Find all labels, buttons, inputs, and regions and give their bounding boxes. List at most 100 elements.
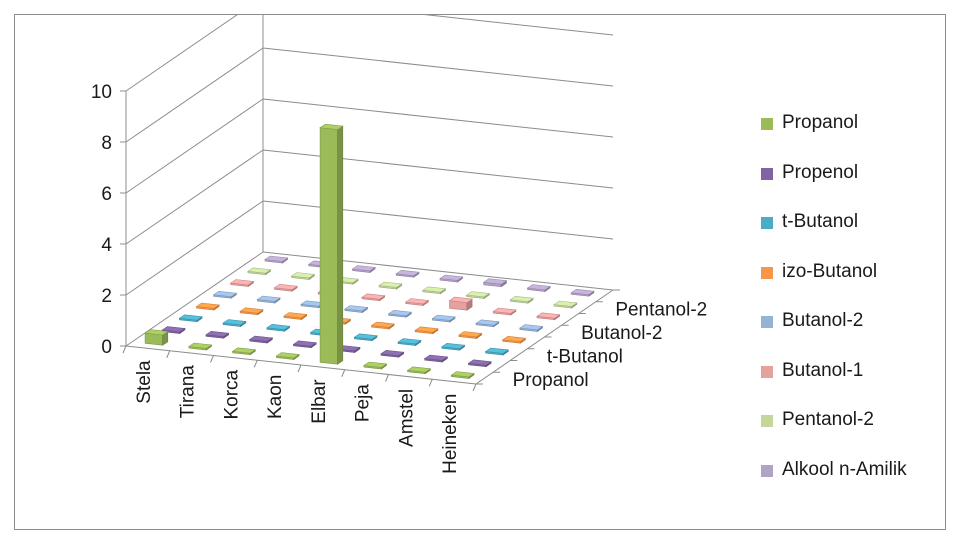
legend-swatch bbox=[761, 266, 773, 279]
bar-top-butanol-2 bbox=[475, 319, 500, 326]
bar-top-propenol bbox=[292, 340, 317, 347]
bar-top-alkool-n-amilik bbox=[351, 265, 376, 272]
gridline-side bbox=[125, 149, 264, 245]
bar-top-butanol-1 bbox=[273, 283, 298, 291]
x-tick-mark bbox=[122, 345, 127, 354]
depth-tick-label: t-Butanol bbox=[547, 347, 623, 368]
bar-top-butanol-2 bbox=[519, 324, 544, 331]
x-tick-label: Korca bbox=[221, 369, 242, 419]
gridline-back bbox=[262, 200, 614, 240]
bar-top-butanol-1 bbox=[448, 296, 473, 303]
depth-tick-label: Pentanol-2 bbox=[615, 300, 707, 321]
bar-top-izo-butanol bbox=[414, 326, 439, 333]
bar-top-propenol bbox=[161, 326, 186, 333]
chart-legend: Propanol Propenol t-Butanol izo-Butanol Buta… bbox=[761, 111, 960, 507]
legend-item: Propenol bbox=[761, 161, 960, 211]
legend-item: izo-Butanol bbox=[761, 260, 960, 310]
y-tick-label: 8 bbox=[101, 133, 112, 154]
chart-frame: 0 2 4 6 8 10 Stela Tirana Korca Kaon Elbar Peja Amst… bbox=[14, 14, 946, 530]
x-tick-mark bbox=[210, 355, 214, 363]
bar-top-pentanol-2 bbox=[422, 286, 447, 293]
depth-tick-label: Propanol bbox=[513, 370, 589, 391]
bar-top-alkool-n-amilik bbox=[264, 255, 289, 262]
legend-label: t-Butanol bbox=[782, 211, 859, 232]
y-tick-label: 10 bbox=[91, 82, 112, 103]
y-tick-label: 0 bbox=[101, 337, 112, 358]
x-tick-label: Peja bbox=[353, 384, 374, 422]
chart-plot-area: 0 2 4 6 8 10 Stela Tirana Korca Kaon Elbar Peja Amst… bbox=[91, 15, 707, 474]
x-tick-label: Heineken bbox=[440, 394, 461, 474]
bar-top-t-butanol bbox=[441, 342, 466, 350]
bar-top-propenol bbox=[423, 354, 449, 361]
bar-top-butanol-2 bbox=[256, 295, 281, 302]
bar-top-butanol-2 bbox=[431, 314, 456, 321]
gridline-back bbox=[262, 251, 614, 291]
bar-side-propanol bbox=[337, 125, 344, 365]
bar-top-alkool-n-amilik bbox=[395, 269, 420, 277]
bar-top-t-butanol bbox=[266, 323, 291, 331]
bar-top-t-butanol bbox=[353, 333, 378, 340]
legend-label: Pentanol-2 bbox=[782, 409, 874, 430]
gridline-side bbox=[125, 200, 264, 296]
legend-label: Butanol-2 bbox=[782, 310, 864, 331]
bar-top-butanol-1 bbox=[404, 298, 430, 305]
legend-item: Alkool n-Amilik bbox=[761, 458, 960, 508]
legend-swatch bbox=[761, 118, 773, 130]
bar-top-izo-butanol bbox=[370, 321, 395, 328]
bar-top-propanol bbox=[363, 361, 388, 368]
bar-top-pentanol-2 bbox=[290, 272, 316, 279]
legend-swatch bbox=[761, 415, 773, 427]
bar-top-pentanol-2 bbox=[247, 267, 272, 274]
gridline-side bbox=[125, 47, 264, 143]
bar-top-butanol-2 bbox=[344, 305, 369, 312]
bar-top-propanol bbox=[188, 342, 213, 349]
legend-item: Butanol-1 bbox=[761, 359, 960, 409]
bar-top-t-butanol bbox=[397, 338, 422, 345]
x-tick-mark bbox=[472, 383, 477, 392]
x-tick-mark bbox=[341, 369, 346, 377]
bar-top-izo-butanol bbox=[458, 331, 483, 338]
bar-top-butanol-1 bbox=[361, 293, 386, 300]
bar-top-propenol bbox=[248, 335, 274, 342]
bar-top-pentanol-2 bbox=[553, 300, 578, 307]
bar-top-butanol-1 bbox=[229, 279, 255, 286]
gridline-back bbox=[424, 15, 614, 36]
bar-top-t-butanol bbox=[222, 319, 247, 326]
depth-tick-label: Butanol-2 bbox=[581, 323, 662, 344]
bar-top-butanol-2 bbox=[387, 309, 413, 317]
x-tick-label: Elbar bbox=[309, 379, 330, 424]
x-tick-label: Tirana bbox=[178, 365, 199, 419]
bar-top-t-butanol bbox=[484, 347, 510, 354]
x-tick-mark bbox=[166, 350, 171, 358]
y-tick-label: 6 bbox=[101, 184, 112, 205]
bar-top-pentanol-2 bbox=[378, 281, 403, 288]
bar-top-propenol bbox=[205, 330, 230, 338]
legend-label: Propenol bbox=[782, 161, 859, 183]
legend-item: t-Butanol bbox=[761, 210, 960, 260]
x-tick-label: Stela bbox=[134, 360, 155, 404]
bar-top-alkool-n-amilik bbox=[570, 288, 595, 296]
bar-top-butanol-2 bbox=[212, 290, 238, 298]
side-wall bbox=[126, 15, 263, 346]
bar-top-t-butanol bbox=[178, 314, 203, 321]
gridline-side bbox=[125, 15, 238, 92]
bar-top-alkool-n-amilik bbox=[439, 274, 464, 281]
bar-top-propanol bbox=[275, 352, 300, 359]
bar-top-propanol bbox=[450, 371, 475, 378]
bar-top-izo-butanol bbox=[501, 335, 527, 343]
bar-top-izo-butanol bbox=[239, 307, 264, 314]
bar-top-izo-butanol bbox=[283, 312, 308, 319]
bar-top-izo-butanol bbox=[195, 302, 220, 309]
bar-top-butanol-1 bbox=[536, 312, 561, 319]
legend-item: Pentanol-2 bbox=[761, 408, 960, 458]
bar-top-propenol bbox=[467, 359, 492, 366]
gridline-side bbox=[125, 98, 264, 194]
y-tick-label: 2 bbox=[101, 286, 112, 307]
legend-label: izo-Butanol bbox=[782, 260, 878, 282]
gridline-back bbox=[262, 98, 614, 138]
bar-top-pentanol-2 bbox=[509, 295, 534, 303]
bar-top-propanol bbox=[406, 366, 432, 373]
legend-label: Propanol bbox=[782, 112, 859, 133]
x-tick-label: Kaon bbox=[265, 375, 286, 419]
legend-label: Alkool n-Amilik bbox=[782, 458, 907, 480]
